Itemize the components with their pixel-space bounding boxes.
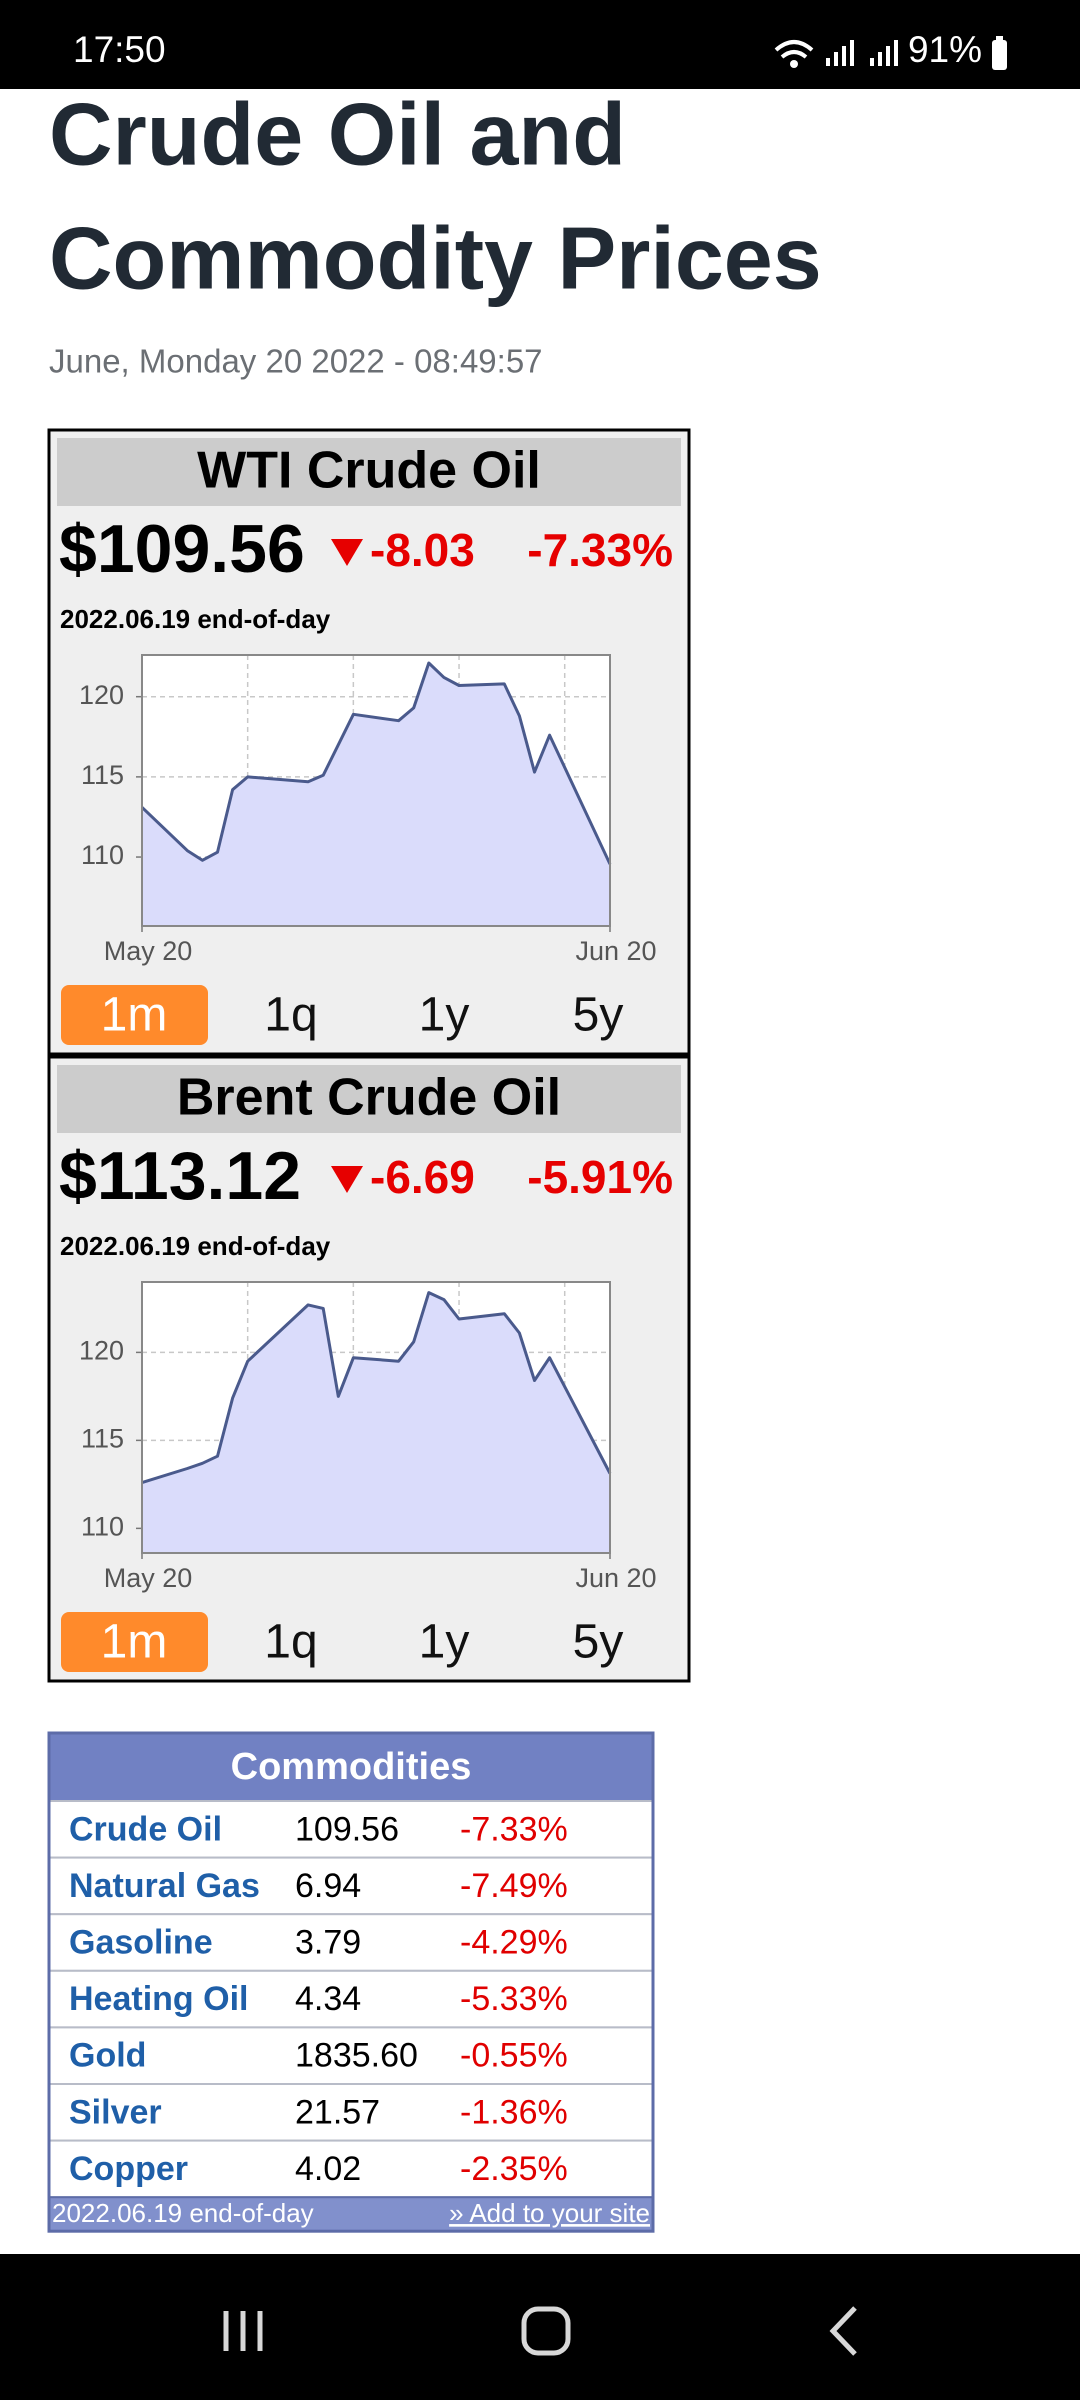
price: $109.56 [59, 511, 305, 587]
range-button[interactable]: 1q [264, 1616, 317, 1669]
commodity-name[interactable]: Natural Gas [69, 1867, 260, 1905]
table-header [48, 1732, 654, 1802]
range-button[interactable]: 5y [573, 989, 624, 1042]
commodity-change: -7.33% [460, 1810, 568, 1848]
y-tick-label: 115 [81, 760, 124, 790]
commodity-name[interactable]: Silver [69, 2093, 162, 2131]
widget-title: Brent Crude Oil [177, 1069, 561, 1127]
price-area [142, 663, 610, 926]
table-row [48, 2139, 654, 2199]
range-button[interactable]: 1y [419, 989, 470, 1042]
table-title: Commodities [231, 1746, 472, 1788]
table-row [48, 1800, 654, 1859]
commodity-name[interactable]: Heating Oil [69, 1980, 248, 2018]
table-row [48, 2083, 654, 2142]
commodity-name[interactable]: Gasoline [69, 1923, 213, 1961]
page-title: Crude Oil and [49, 84, 626, 183]
table-row [48, 2026, 654, 2086]
widgets: WTI Crude Oil $109.56 -8.03 -7.33% 2022.06.1… [47, 428, 691, 1683]
commodity-price: 3.79 [295, 1923, 361, 1961]
x-tick-label: Jun 20 [575, 936, 656, 966]
x-tick-label: Jun 20 [575, 1563, 656, 1593]
y-tick-label: 110 [81, 840, 124, 870]
table-row [48, 1856, 654, 1916]
range-button[interactable]: 1y [419, 1616, 470, 1669]
commodity-change: -2.35% [460, 2150, 568, 2188]
range-button-active[interactable] [61, 1612, 208, 1672]
y-tick-label: 120 [79, 1336, 124, 1366]
down-arrow [331, 539, 363, 566]
clock: 17:50 [73, 29, 166, 70]
x-tick-label: May 20 [104, 1563, 193, 1593]
x-tick-label: May 20 [104, 936, 193, 966]
battery-level: 91% [908, 29, 982, 70]
range-button[interactable]: 1q [264, 989, 317, 1042]
page-date: June, Monday 20 2022 - 08:49:57 [49, 343, 543, 380]
commodity-change: -1.36% [460, 2093, 568, 2131]
down-arrow [331, 1166, 363, 1193]
commodity-price: 21.57 [295, 2093, 380, 2131]
commodity-price: 4.02 [295, 2150, 361, 2188]
change: -8.03 [370, 524, 475, 576]
price-line [140, 661, 612, 865]
commodity-name[interactable]: Crude Oil [69, 1810, 222, 1848]
plot-frame [141, 654, 611, 927]
price-widget: Brent Crude Oil $113.12 -6.69 -5.91% 2022.06… [47, 1055, 691, 1683]
change-percent: -5.91% [527, 1151, 673, 1203]
commodity-change: -7.49% [460, 1867, 568, 1905]
commodity-price: 4.34 [295, 1980, 361, 2018]
range-button[interactable]: 5y [573, 1616, 624, 1669]
widget-title-bar [57, 438, 681, 506]
nav-bar [0, 2254, 1080, 2400]
range-button[interactable]: 1m [101, 1616, 168, 1669]
commodity-price: 6.94 [295, 1867, 361, 1905]
nav-buttons [223, 2306, 857, 2356]
widget-title: WTI Crude Oil [197, 442, 541, 500]
battery-icon [992, 36, 1007, 70]
recents-button[interactable] [223, 2311, 263, 2351]
table-footer-date: 2022.06.19 end-of-day [52, 2198, 314, 2228]
add-to-site-link[interactable]: » Add to your site [449, 2198, 650, 2228]
plot-frame [141, 1281, 611, 1554]
back-button[interactable] [829, 2306, 857, 2356]
price: $113.12 [59, 1138, 301, 1214]
commodity-change: -4.29% [460, 1923, 568, 1961]
commodity-change: -0.55% [460, 2037, 568, 2075]
status-bar [0, 0, 1080, 89]
signal-icons [774, 40, 898, 68]
as-of-date: 2022.06.19 end-of-day [60, 1231, 331, 1261]
page-title: Commodity Prices [49, 208, 822, 307]
commodity-name[interactable]: Copper [69, 2150, 188, 2188]
commodity-price: 109.56 [295, 1810, 399, 1848]
commodity-change: -5.33% [460, 1980, 568, 2018]
y-tick-label: 115 [81, 1424, 124, 1454]
price-widget: WTI Crude Oil $109.56 -8.03 -7.33% 2022.06.1… [47, 428, 691, 1056]
range-button-active[interactable] [61, 985, 208, 1045]
as-of-date: 2022.06.19 end-of-day [60, 604, 331, 634]
commodity-price: 1835.60 [295, 2037, 418, 2075]
change: -6.69 [370, 1151, 475, 1203]
widget-title-bar [57, 1065, 681, 1133]
range-button[interactable]: 1m [101, 989, 168, 1042]
price-line [141, 1291, 612, 1485]
table-border [47, 1731, 655, 2233]
y-tick-label: 110 [81, 1511, 124, 1541]
price-area [142, 1292, 610, 1553]
commodity-name[interactable]: Gold [69, 2037, 146, 2075]
change-percent: -7.33% [527, 524, 673, 576]
table-footer [48, 2196, 654, 2233]
home-button[interactable] [521, 2306, 571, 2356]
y-tick-label: 120 [79, 680, 124, 710]
